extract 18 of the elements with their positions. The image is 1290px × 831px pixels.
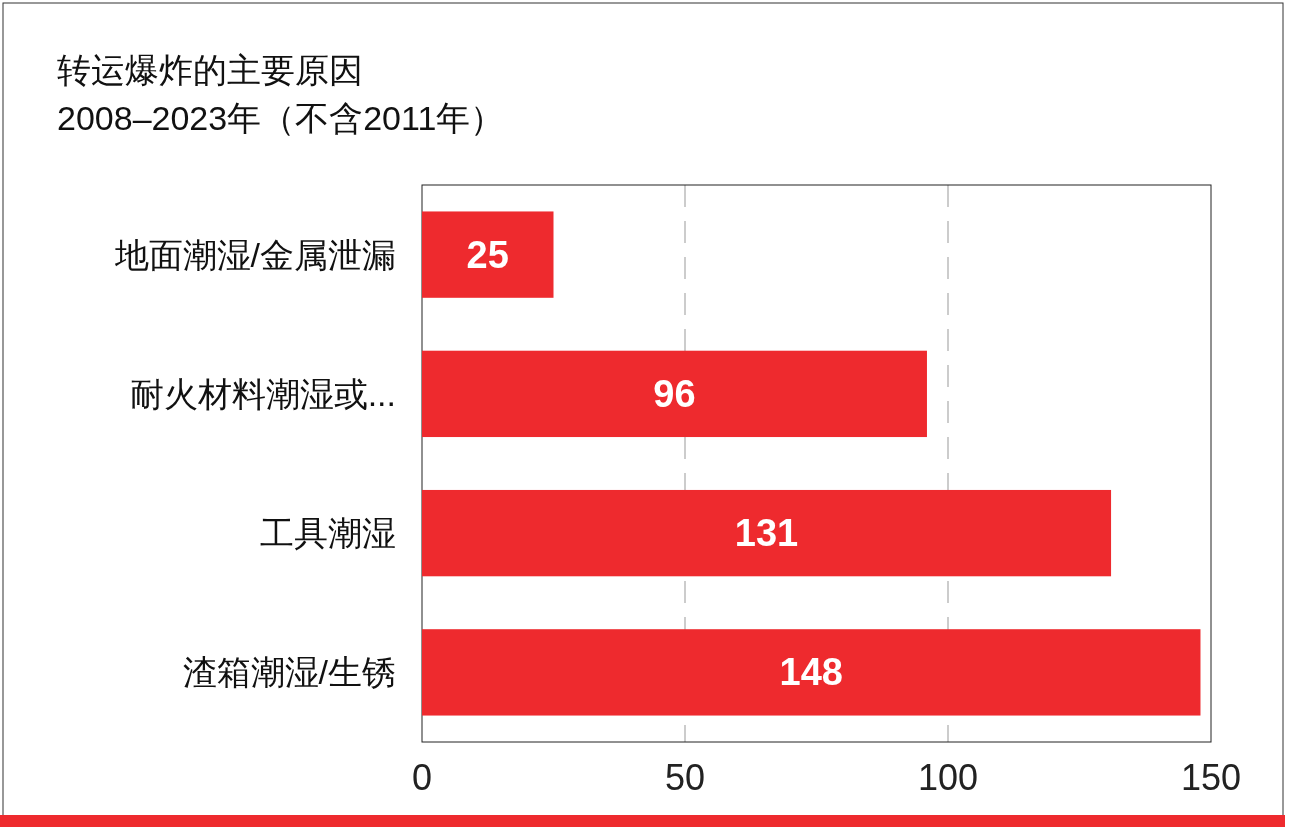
data-label: 148 bbox=[779, 651, 843, 694]
data-label: 25 bbox=[466, 233, 509, 276]
y-tick-label: 地面潮湿/金属泄漏 bbox=[113, 235, 396, 274]
data-label: 131 bbox=[734, 512, 799, 555]
chart-title: 转运爆炸的主要原因 bbox=[57, 51, 363, 89]
bar bbox=[422, 489, 1112, 577]
x-tick-label: 150 bbox=[1180, 757, 1242, 798]
x-tick-label: 50 bbox=[664, 757, 706, 798]
y-tick-label: 工具潮湿 bbox=[260, 514, 396, 553]
x-tick-label: 0 bbox=[411, 757, 433, 798]
data-label: 96 bbox=[653, 372, 696, 415]
y-tick-label: 渣箱潮湿/生锈 bbox=[182, 653, 396, 692]
bar bbox=[422, 350, 927, 438]
bar bbox=[422, 629, 1201, 716]
bar bbox=[422, 211, 554, 298]
y-tick-label: 耐火材料潮湿或... bbox=[129, 374, 396, 413]
chart-subtitle: 2008–2023年（不含2011年） bbox=[57, 99, 505, 137]
x-tick-label: 100 bbox=[917, 757, 979, 798]
